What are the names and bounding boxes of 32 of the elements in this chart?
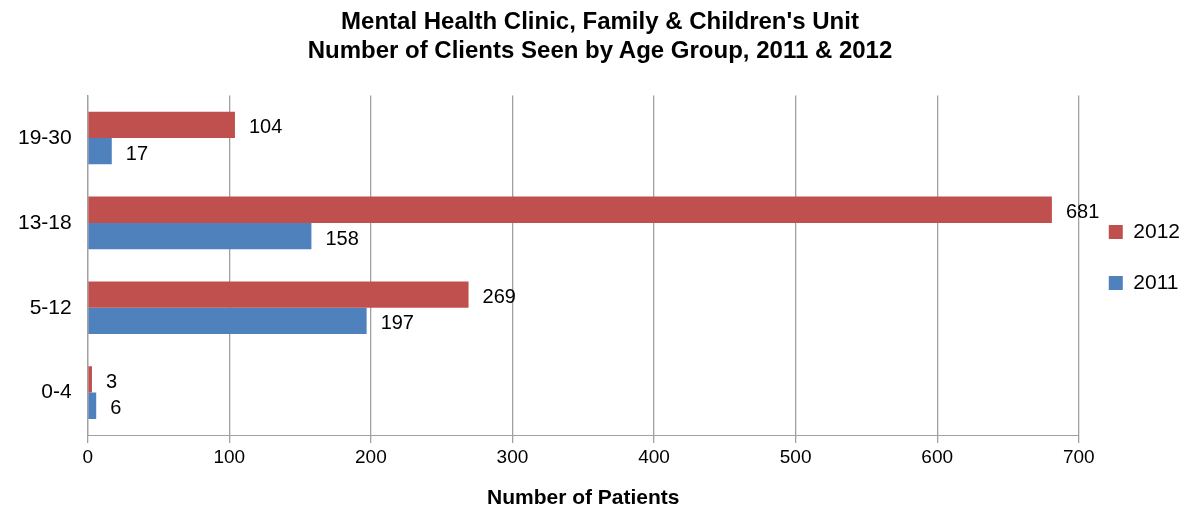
x-axis-title: Number of Patients xyxy=(486,485,680,509)
bar xyxy=(88,392,97,419)
data-label: 158 xyxy=(325,226,359,249)
y-tick-label: 5-12 xyxy=(29,294,72,318)
y-tick-label: 0-4 xyxy=(41,379,73,403)
bar xyxy=(88,281,469,308)
bar xyxy=(88,307,367,335)
x-tick-label: 400 xyxy=(638,445,670,467)
data-label: 269 xyxy=(482,285,516,308)
x-tick-label: 200 xyxy=(355,445,387,467)
chart-title: Mental Health Clinic, Family & Children's Unit Number of Clients Seen by Age Group, 2011 & 2012 xyxy=(307,7,893,63)
data-label: 17 xyxy=(125,141,149,164)
bar xyxy=(88,111,235,139)
y-tick-label: 13-18 xyxy=(17,209,72,233)
legend-label: 2012 xyxy=(1133,218,1180,242)
data-label: 6 xyxy=(110,396,122,419)
bar xyxy=(88,138,112,165)
bar xyxy=(88,196,1052,223)
legend-label: 2011 xyxy=(1133,269,1179,293)
x-tick-label: 100 xyxy=(213,445,246,467)
data-label: 104 xyxy=(248,115,283,138)
x-tick-label: 0 xyxy=(82,445,93,467)
y-tick-label: 19-30 xyxy=(17,124,72,148)
x-tick-label: 700 xyxy=(1062,445,1095,467)
x-tick-label: 300 xyxy=(496,445,529,467)
x-tick-label: 500 xyxy=(779,445,812,467)
data-label: 197 xyxy=(380,311,414,334)
data-label: 3 xyxy=(105,369,118,392)
bar xyxy=(88,366,92,393)
data-label: 681 xyxy=(1065,200,1100,223)
bar xyxy=(88,222,312,250)
x-tick-label: 600 xyxy=(921,445,954,467)
